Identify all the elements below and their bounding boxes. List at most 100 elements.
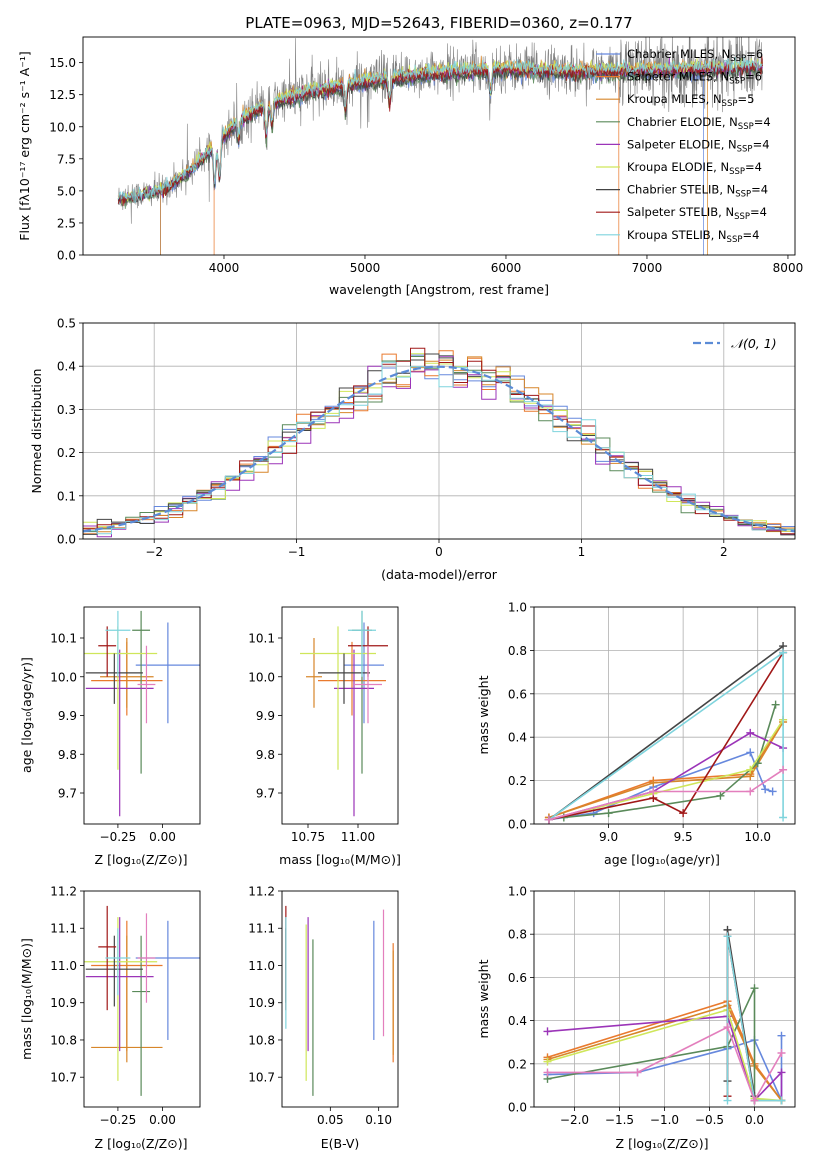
mass-weight-marker xyxy=(649,787,658,796)
mass-weight-marker xyxy=(544,815,553,824)
mass_vs_EBV-xtick-label: 0.05 xyxy=(317,1113,344,1127)
mass-weight-marker xyxy=(746,728,755,737)
mass_vs_EBV-xtick-label: 0.10 xyxy=(365,1113,392,1127)
age_vs_mass-ytick-label: 9.9 xyxy=(256,709,275,723)
weight_vs_Z-axes: −2.0 −1.5 −1.0 −0.5 0.0 0.0 0.2 0.4 0.6 0.8 1.0 Z [… xyxy=(476,885,796,1151)
spectrum-xtick-label: 5000 xyxy=(350,261,381,275)
weight_vs_age-ytick-label: 0.2 xyxy=(508,774,527,788)
mass_vs_Z-ytick-label: 11.1 xyxy=(50,922,77,936)
weight_vs_age-xtick-label: 10.0 xyxy=(744,830,771,844)
mass-weight-marker xyxy=(750,1096,759,1105)
mass_vs_Z-ytick-label: 11.2 xyxy=(50,885,77,899)
mass-weight-marker xyxy=(746,765,755,774)
legend-entry: Salpeter MILES, NSSP=6 xyxy=(627,70,762,87)
age_vs_mass-xlabel: mass [log₁₀(M/M⊙)] xyxy=(279,852,401,867)
age_vs_Z-xtick-label: −0.25 xyxy=(100,830,137,844)
weight_vs_Z-xtick-label: −0.5 xyxy=(695,1113,724,1127)
spectrum-ytick-label: 5.0 xyxy=(57,184,76,198)
spectrum-ytick-label: 2.5 xyxy=(57,216,76,230)
spectrum-ytick-label: 15.0 xyxy=(49,56,76,70)
residuals-xtick-label: 1 xyxy=(578,545,586,559)
weight_vs_age-frame xyxy=(533,606,796,825)
mass-weight-marker xyxy=(768,787,777,796)
weight_vs_Z-ytick-label: 0.2 xyxy=(508,1057,527,1071)
spectrum-model-line xyxy=(117,65,763,205)
spectrum-model-line xyxy=(117,55,763,207)
residuals-frame xyxy=(82,322,796,540)
mass-weight-line xyxy=(548,721,784,819)
age_vs_Z-frame xyxy=(83,606,201,825)
mass_vs_EBV-axes: 0.05 0.10 10.7 10.8 10.9 11.0 11.1 11.2 E(B-V) xyxy=(248,885,399,1151)
mass_vs_Z-xtick-label: 0.00 xyxy=(149,1113,176,1127)
weight_vs_age-ylabel: mass weight xyxy=(476,675,491,754)
residuals-xtick-label: 2 xyxy=(720,545,728,559)
mass-weight-marker xyxy=(649,778,658,787)
mass-weight-marker xyxy=(679,809,688,818)
residuals-xtick-label: 0 xyxy=(435,545,443,559)
age_vs_Z-xlabel: Z [log₁₀(Z/Z⊙)] xyxy=(95,852,188,867)
spectrum-axes: 4000 5000 6000 7000 8000 0.0 2.5 5.0 7.5 10.0 12.5… xyxy=(17,36,804,297)
gaussian-reference-curve xyxy=(83,365,795,533)
mass-weight-marker xyxy=(761,785,770,794)
legend-entry: Chabrier STELIB, NSSP=4 xyxy=(627,183,768,200)
residuals-ylabel: Normed distribution xyxy=(29,369,44,494)
spectrum-xtick-label: 8000 xyxy=(773,261,804,275)
mass-weight-line xyxy=(547,1004,783,1101)
spectrum-model-line xyxy=(117,56,763,204)
mass-weight-marker xyxy=(716,791,725,800)
age_vs_Z-plot-area xyxy=(84,610,200,817)
mass_vs_Z-ytick-label: 10.7 xyxy=(50,1071,77,1085)
mass-weight-marker xyxy=(779,648,788,657)
weight_vs_Z-xtick-label: −1.0 xyxy=(650,1113,679,1127)
mass_vs_Z-xlabel: Z [log₁₀(Z/Z⊙)] xyxy=(95,1136,188,1151)
weight_vs_age-ytick-label: 0.6 xyxy=(508,687,527,701)
spectrum-plot-area xyxy=(117,37,763,255)
mass-weight-marker xyxy=(777,1049,786,1057)
weight_vs_age-axes: 9.0 9.5 10.0 0.0 0.2 0.4 0.6 0.8 1.0 age [log₁₀(a… xyxy=(476,601,796,867)
mass-weight-marker xyxy=(633,1068,642,1077)
mass_vs_EBV-ytick-label: 11.0 xyxy=(248,959,275,973)
spectrum-xtick-label: 4000 xyxy=(209,261,240,275)
age_vs_Z-xtick-label: 0.00 xyxy=(149,830,176,844)
mass_vs_EBV-ytick-label: 10.7 xyxy=(248,1071,275,1085)
mass-weight-marker xyxy=(746,787,755,796)
weight_vs_Z-ytick-label: 0.4 xyxy=(508,1014,527,1028)
age_vs_mass-ytick-label: 10.1 xyxy=(248,632,275,646)
mass-weight-marker xyxy=(746,748,755,757)
mass-weight-marker xyxy=(723,1023,732,1032)
mass-weight-marker xyxy=(543,1057,552,1066)
spectrum-ylabel: Flux [fλ10⁻¹⁷ erg cm⁻² s⁻¹ A⁻¹] xyxy=(17,51,32,240)
weight_vs_Z-xtick-label: 0.0 xyxy=(745,1113,764,1127)
mass-weight-line xyxy=(548,719,784,819)
weight_vs_age-ytick-label: 1.0 xyxy=(508,601,527,615)
legend-entry: Chabrier MILES, NSSP=6 xyxy=(627,47,763,64)
mass_vs_Z-ytick-label: 10.9 xyxy=(50,996,77,1010)
weight_vs_age-ytick-label: 0.4 xyxy=(508,731,527,745)
legend-entry: Kroupa MILES, NSSP=5 xyxy=(627,92,754,109)
mass-weight-line xyxy=(548,651,784,821)
residuals-ytick-label: 0.3 xyxy=(57,403,76,417)
residuals-ytick-label: 0.4 xyxy=(57,360,76,374)
mass-weight-marker xyxy=(723,932,732,941)
residuals-ytick-label: 0.0 xyxy=(57,533,76,547)
mass_vs_EBV-plot-area xyxy=(285,905,394,1096)
mass_vs_Z-ylabel: mass [log₁₀(M/M⊙)] xyxy=(19,938,34,1060)
residuals-axes: −2 −1 0 1 2 0.0 0.1 0.2 0.3 0.4 0.5 (data-model)/er… xyxy=(29,317,796,582)
weight_vs_Z-xtick-label: −2.0 xyxy=(560,1113,589,1127)
mass-weight-marker xyxy=(779,813,788,822)
mass_vs_Z-ytick-label: 11.0 xyxy=(50,959,77,973)
spectrum-ytick-label: 10.0 xyxy=(49,120,76,134)
mass_vs_EBV-ytick-label: 11.2 xyxy=(248,885,275,899)
residuals-ytick-label: 0.5 xyxy=(57,317,76,331)
weight_vs_age-xtick-label: 9.5 xyxy=(674,830,693,844)
weight_vs_age-plot-area xyxy=(544,642,788,824)
age_vs_mass-ytick-label: 10.0 xyxy=(248,670,275,684)
spectrum-frame xyxy=(82,36,796,256)
mass_vs_EBV-xlabel: E(B-V) xyxy=(321,1136,360,1151)
mass_vs_Z-plot-area xyxy=(84,905,200,1096)
mass-weight-marker xyxy=(543,1068,552,1077)
weight_vs_Z-ytick-label: 0.8 xyxy=(508,928,527,942)
mass-weight-line xyxy=(548,769,784,821)
spectrum-xtick-label: 6000 xyxy=(491,261,522,275)
weight_vs_age-xtick-label: 9.0 xyxy=(599,830,618,844)
